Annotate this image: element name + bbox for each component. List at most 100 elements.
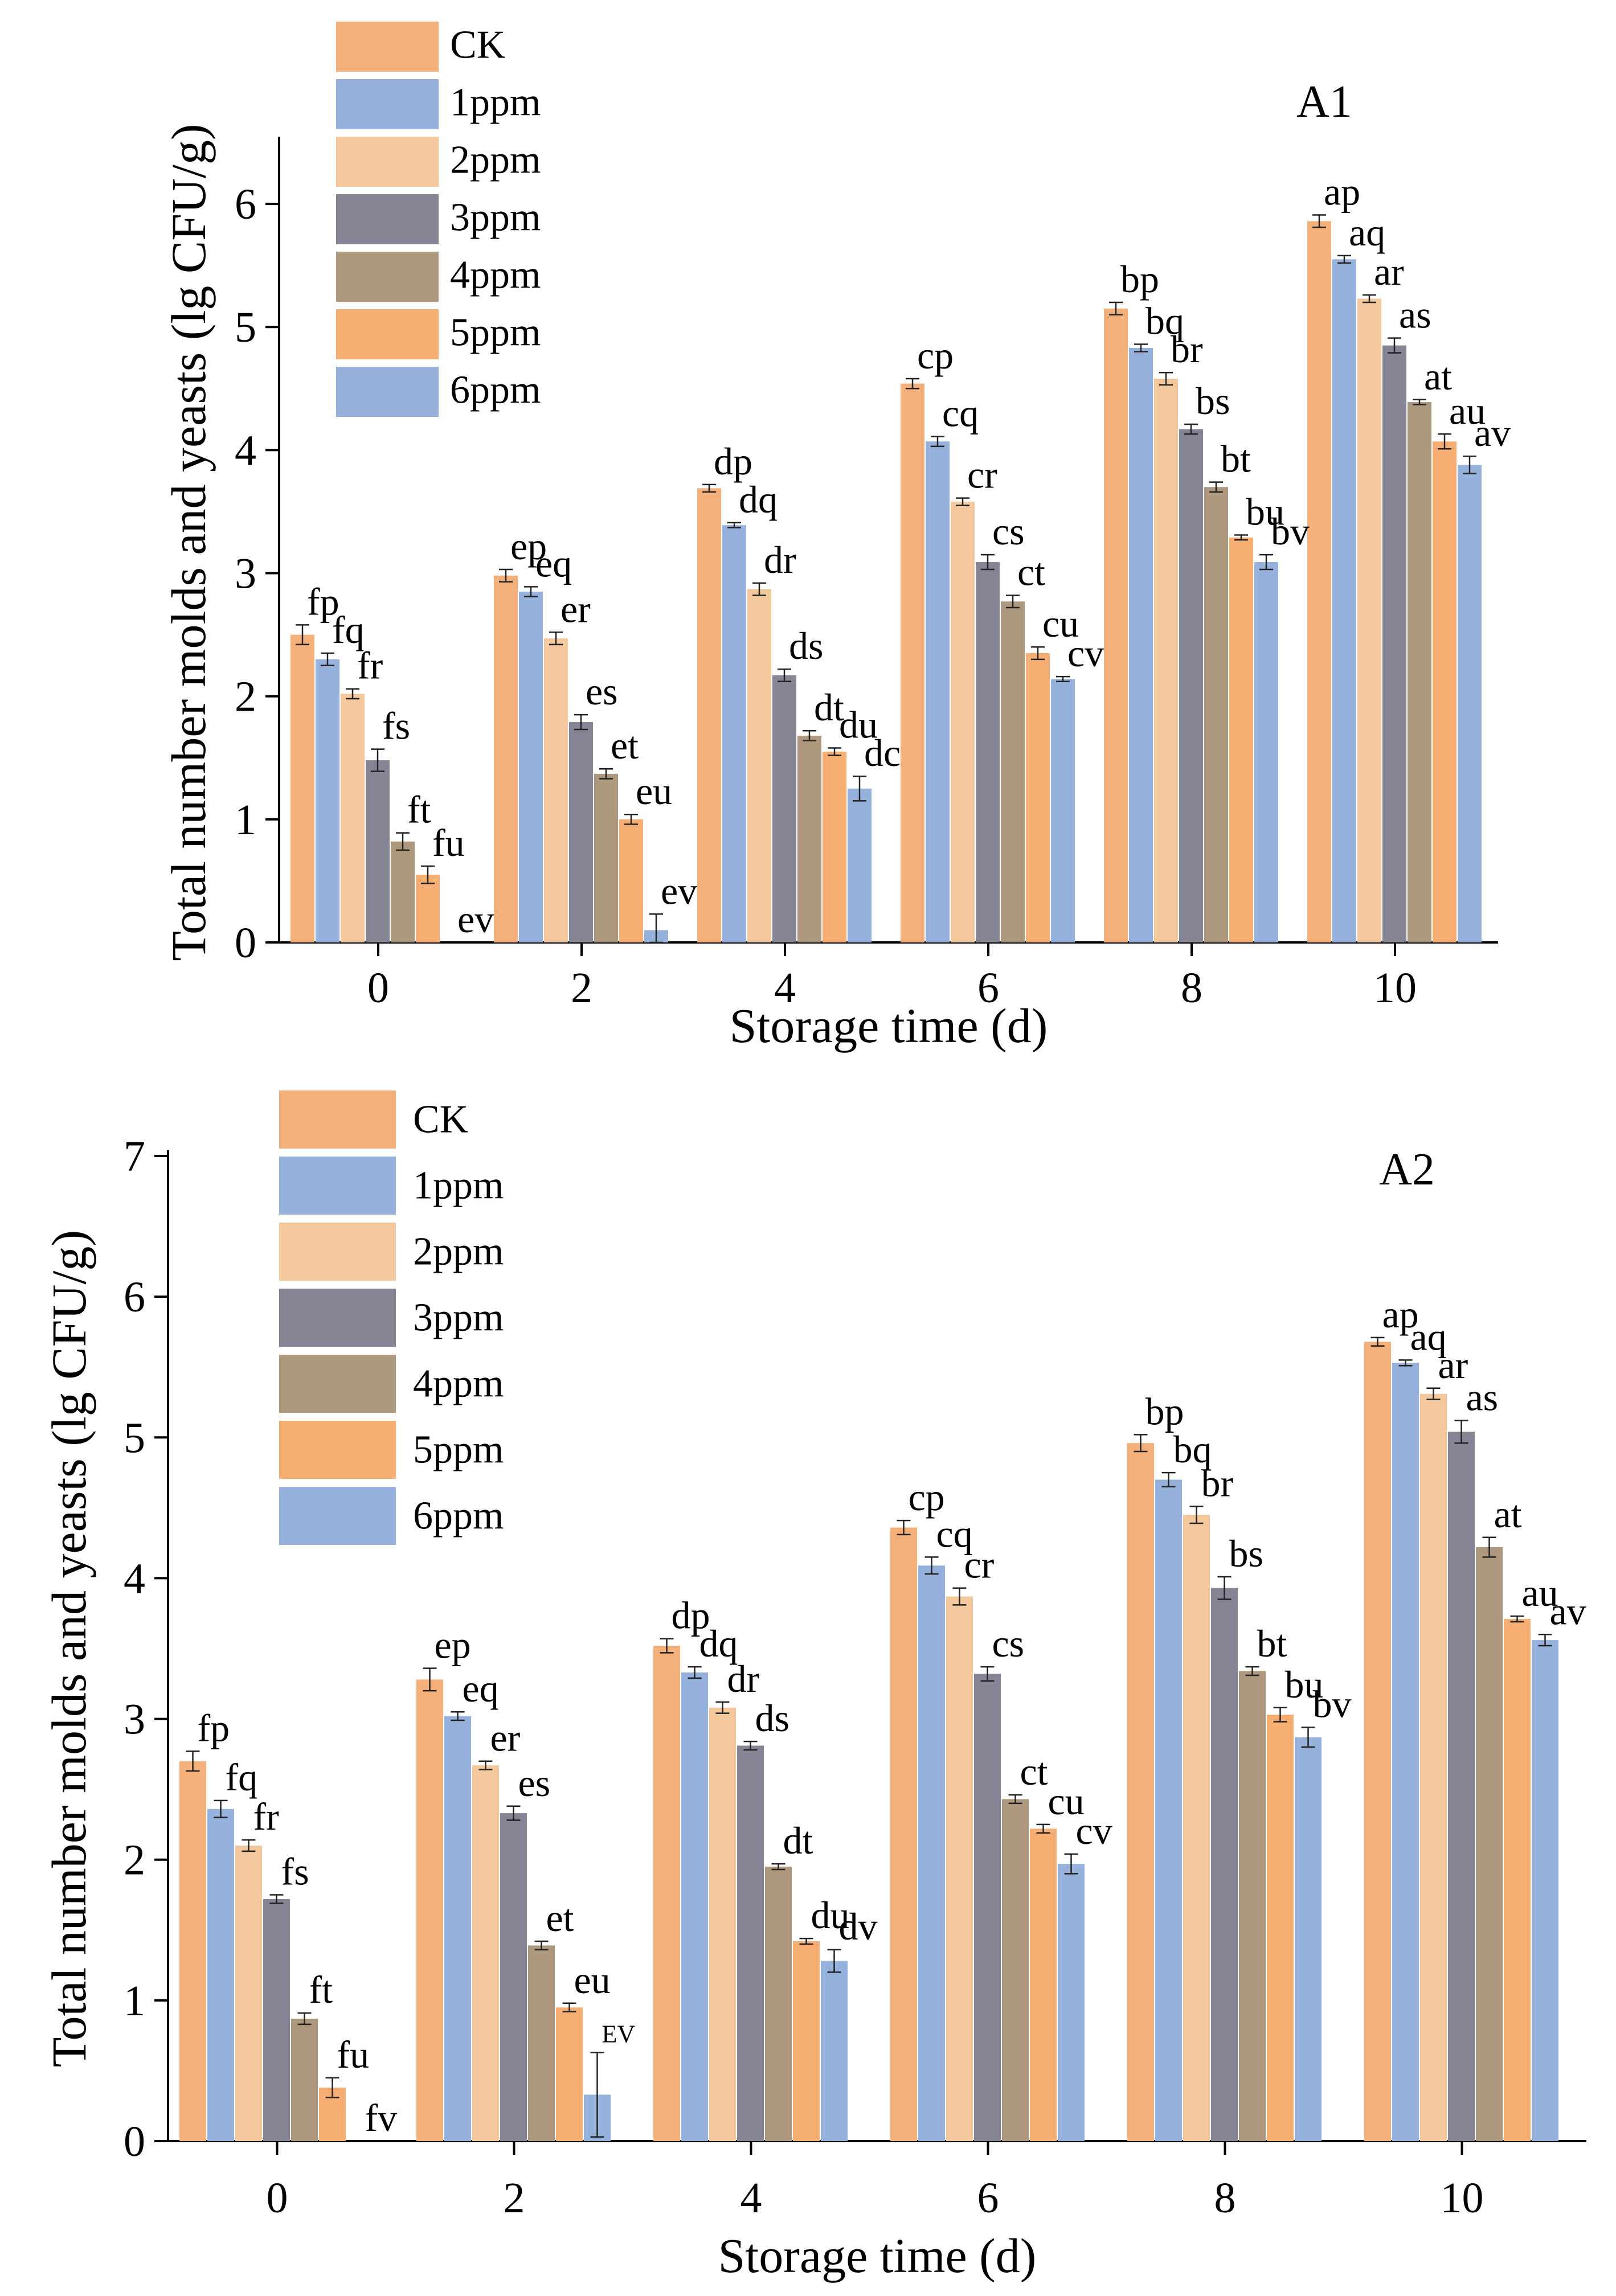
bar <box>974 1674 1001 2141</box>
legend-swatch <box>279 1487 396 1545</box>
significance-label: er <box>561 587 591 630</box>
chart-panel-a1: 0 1 2 3 4 5 6 0 2 4 6 8 10 fp ep dp cp bp ap fq eq dq cq bq aq fr… <box>161 22 1511 1053</box>
significance-label: av <box>1550 1589 1586 1633</box>
bar <box>341 694 365 942</box>
legend-swatch <box>336 309 439 359</box>
x-tick-label: 10 <box>1441 2174 1484 2222</box>
significance-label: dq <box>739 478 778 521</box>
bar <box>1448 1432 1475 2141</box>
significance-label: ep <box>510 524 547 568</box>
bar <box>544 638 568 942</box>
significance-label: dr <box>727 1657 760 1700</box>
legend-label: 1ppm <box>413 1163 504 1207</box>
significance-label: au <box>1522 1571 1558 1614</box>
bar <box>1295 1737 1322 2141</box>
bar <box>1504 1619 1531 2141</box>
x-tick-label: 10 <box>1373 964 1417 1012</box>
significance-label: bs <box>1196 379 1230 423</box>
bar <box>653 1646 680 2141</box>
bar <box>1204 487 1228 942</box>
significance-label: ds <box>789 624 823 667</box>
legend-swatch <box>336 367 439 417</box>
bar <box>1001 601 1025 942</box>
bar <box>1357 298 1381 942</box>
legend-label: 4ppm <box>450 253 541 297</box>
bar <box>1420 1393 1447 2141</box>
y-tick-label: 1 <box>235 796 256 844</box>
y-tick-label: 6 <box>235 181 256 228</box>
significance-label: cr <box>967 453 997 497</box>
legend-label: 1ppm <box>450 80 541 124</box>
y-tick-label: 2 <box>235 673 256 721</box>
bar <box>1002 1799 1029 2141</box>
bar <box>1154 379 1178 942</box>
legend-label: 6ppm <box>413 1494 504 1538</box>
bar <box>1104 308 1128 943</box>
significance-label: cu <box>1042 602 1079 645</box>
legend-label: 2ppm <box>413 1229 504 1273</box>
bar <box>1392 1363 1419 2141</box>
bar <box>1058 1864 1085 2141</box>
significance-label: er <box>490 1716 521 1760</box>
x-tick-label: 4 <box>741 2174 762 2222</box>
bar <box>1254 562 1278 942</box>
legend-swatch <box>279 1157 396 1215</box>
significance-label: aq <box>1349 211 1385 254</box>
significance-label: ap <box>1324 170 1360 214</box>
bar <box>946 1596 973 2141</box>
significance-label: fs <box>281 1850 309 1893</box>
legend-swatch <box>336 194 439 244</box>
bar <box>797 735 821 942</box>
bar <box>416 875 440 942</box>
bar <box>951 502 975 942</box>
bar <box>472 1765 499 2141</box>
significance-label: aq <box>1410 1315 1447 1358</box>
significance-label: es <box>518 1761 551 1805</box>
legend-swatch <box>279 1223 396 1281</box>
legend-swatch <box>336 79 439 129</box>
bar <box>1307 221 1331 942</box>
bar <box>366 760 390 942</box>
bar <box>569 722 593 942</box>
significance-label: dp <box>672 1594 710 1637</box>
significance-label: bu <box>1246 490 1284 534</box>
legend-label: 3ppm <box>450 195 541 239</box>
bar <box>528 1945 555 2141</box>
significance-label: at <box>1494 1493 1522 1536</box>
significance-label: fu <box>432 821 465 864</box>
significance-label: ev <box>661 869 697 912</box>
bar <box>722 525 746 942</box>
legend-swatch <box>279 1289 396 1347</box>
x-axis-title: Storage time (d) <box>718 2228 1037 2283</box>
significance-label: fv <box>365 2096 398 2139</box>
significance-label: eu <box>636 769 672 813</box>
significance-label: at <box>1424 355 1452 398</box>
y-tick-label: 3 <box>235 550 256 598</box>
significance-label: as <box>1399 293 1431 337</box>
significance-label: eq <box>535 542 572 585</box>
significance-label: fq <box>332 608 365 651</box>
x-tick-label: 2 <box>504 2174 525 2222</box>
bar <box>1332 259 1356 942</box>
bar <box>1433 441 1457 942</box>
significance-label: bt <box>1257 1622 1287 1665</box>
significance-label: cs <box>992 510 1025 553</box>
x-tick-label: 0 <box>367 964 389 1012</box>
significance-label: cv <box>1067 632 1104 675</box>
x-tick-label: 0 <box>267 2174 288 2222</box>
panel-title: A2 <box>1379 1145 1435 1195</box>
bar <box>391 841 415 942</box>
significance-label: av <box>1474 411 1511 454</box>
y-tick-label: 5 <box>235 304 256 351</box>
significance-label: cv <box>1076 1809 1112 1852</box>
significance-label: dp <box>714 440 752 483</box>
significance-label: fp <box>198 1706 230 1749</box>
bar <box>1364 1342 1391 2141</box>
bar <box>500 1813 527 2141</box>
significance-label: cp <box>909 1475 945 1519</box>
significance-label: ar <box>1374 250 1404 293</box>
bar <box>316 659 339 942</box>
significance-label: du <box>839 703 878 746</box>
y-axis-title: Total number molds and yeasts (lg CFU/g) <box>161 124 216 961</box>
